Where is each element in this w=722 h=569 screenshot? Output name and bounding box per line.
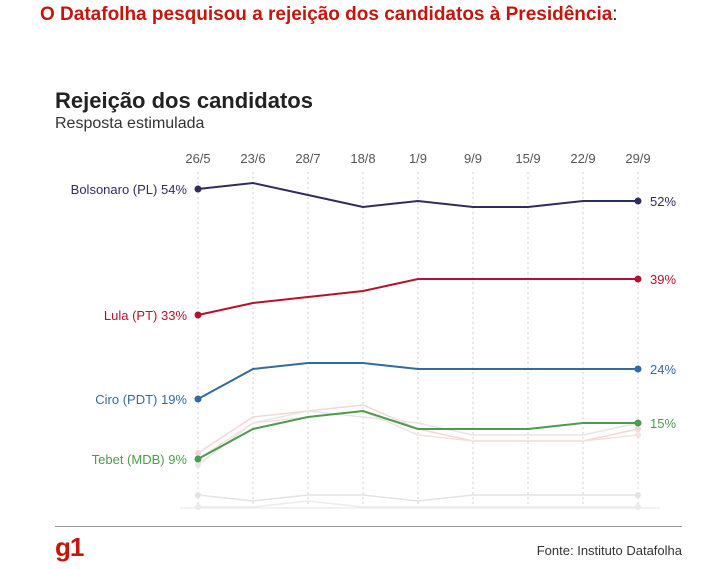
end-label: 39% <box>650 272 676 287</box>
series-line <box>198 500 638 508</box>
series-line <box>197 278 638 316</box>
series-tebet-mdb <box>194 409 642 463</box>
headline: O Datafolha pesquisou a rejeição dos can… <box>40 4 618 26</box>
series-other-3 <box>195 410 641 468</box>
start-label: Ciro (PDT) 19% <box>95 392 187 407</box>
end-point <box>635 426 641 432</box>
series-line <box>197 362 638 400</box>
x-tick-label: 15/9 <box>515 151 540 166</box>
x-tick-label: 9/9 <box>464 151 482 166</box>
start-point <box>194 311 202 319</box>
end-point <box>634 197 642 205</box>
series-other-5 <box>195 500 641 510</box>
series-bolsonaro-pl <box>194 181 642 209</box>
end-label: 15% <box>650 416 676 431</box>
end-point <box>634 419 642 427</box>
start-label: Lula (PT) 33% <box>104 308 188 323</box>
series-line <box>197 410 639 460</box>
series-other-4 <box>195 492 641 502</box>
start-label: Bolsonaro (PL) 54% <box>71 182 188 197</box>
end-point <box>635 432 641 438</box>
series-ciro-pdt <box>194 362 642 403</box>
grid-lines <box>180 172 660 509</box>
source-text: Fonte: Instituto Datafolha <box>536 543 682 558</box>
start-point <box>195 504 201 510</box>
series-labels: Bolsonaro (PL) 54% 52% Lula (PT) 33% 39% Cir… <box>71 182 677 467</box>
series-line <box>197 181 638 209</box>
chart-title: Rejeição dos candidatos <box>55 88 313 113</box>
series-line <box>197 409 638 460</box>
end-point <box>635 504 641 510</box>
x-tick-label: 29/9 <box>625 151 650 166</box>
x-tick-label: 1/9 <box>409 151 427 166</box>
series-line <box>197 410 639 466</box>
start-point <box>195 462 201 468</box>
series-line <box>197 494 638 502</box>
start-point <box>194 395 202 403</box>
g1-logo: g1 <box>55 532 84 562</box>
headline-colon: : <box>612 4 618 25</box>
x-tick-label: 22/9 <box>570 151 595 166</box>
footer-divider <box>55 526 682 527</box>
x-tick-label: 26/5 <box>185 151 210 166</box>
end-label: 24% <box>650 362 676 377</box>
x-tick-labels: 26/5 23/6 28/7 18/8 1/9 9/9 15/9 22/9 29/9 <box>185 151 650 166</box>
start-point <box>194 185 202 193</box>
highlighted-series <box>194 181 642 463</box>
series-lula-pt <box>194 275 642 319</box>
end-label: 52% <box>650 194 676 209</box>
end-point <box>635 492 641 498</box>
start-point <box>195 450 201 456</box>
end-point <box>634 365 642 373</box>
start-point <box>194 455 202 463</box>
end-point <box>634 275 642 283</box>
headline-text: O Datafolha pesquisou a rejeição dos can… <box>40 4 613 25</box>
x-tick-label: 18/8 <box>350 151 375 166</box>
start-label: Tebet (MDB) 9% <box>92 452 188 467</box>
start-point <box>195 492 201 498</box>
chart-subtitle: Resposta estimulada <box>55 115 205 132</box>
x-tick-label: 28/7 <box>295 151 320 166</box>
x-tick-label: 23/6 <box>240 151 265 166</box>
